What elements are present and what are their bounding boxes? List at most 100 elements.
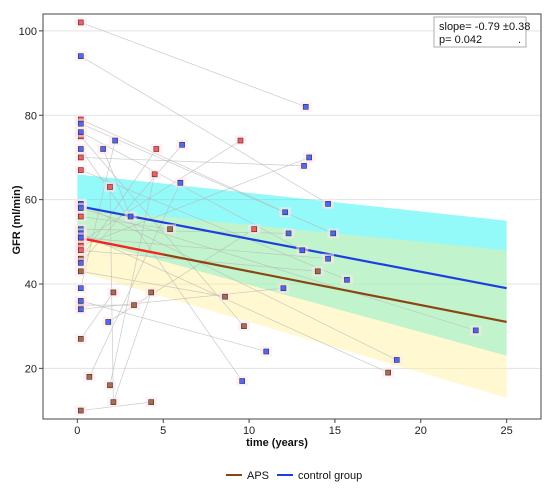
- point-control-group-8: [77, 234, 84, 241]
- trajectory-line-26: [89, 182, 181, 377]
- gridlines: [43, 30, 541, 369]
- trajectory-line-5: [80, 136, 245, 327]
- y-tick-label-100: 100: [19, 26, 37, 38]
- trajectory-line-15: [80, 140, 241, 243]
- point-control-group-26: [302, 104, 309, 110]
- x-tick-label-0: 0: [74, 425, 80, 437]
- trajectory-line-13: [80, 233, 389, 373]
- annotation-box: [433, 16, 527, 48]
- stats-annotation: slope= -0.79 ±0.38 p= 0.042 .: [433, 16, 530, 48]
- trajectory-line-28: [113, 292, 152, 403]
- axes: 0 5 10 15 20 25 20 40 60 80 100: [19, 13, 542, 437]
- trajectory-line-8: [80, 169, 348, 281]
- plot-frame: [42, 13, 542, 420]
- trajectory-line-1: [80, 55, 329, 205]
- data-points: [74, 17, 482, 416]
- point-aps-high-13: [237, 137, 244, 144]
- point-aps-low-16: [385, 369, 391, 376]
- trajectory-line-27: [109, 174, 155, 386]
- legend-label-aps: APS: [247, 470, 269, 482]
- y-tick-label-60: 60: [25, 195, 37, 207]
- trajectory-line-3: [80, 123, 334, 234]
- trajectory-line-25: [80, 292, 114, 340]
- point-control-group-2: [77, 129, 84, 135]
- x-tick-label-5: 5: [160, 425, 166, 437]
- point-control-group-17: [179, 141, 185, 148]
- x-tick-label-20: 20: [415, 425, 427, 437]
- point-control-group-28: [325, 255, 331, 262]
- point-aps-low-12: [167, 226, 173, 232]
- trajectory-line-11: [80, 216, 171, 230]
- trajectory-line-19: [80, 144, 183, 264]
- point-aps-low-4: [77, 407, 84, 414]
- x-tick-label-10: 10: [243, 425, 255, 437]
- point-aps-low-7: [110, 399, 117, 405]
- point-aps-low-15: [314, 268, 321, 275]
- trajectory-line-9: [80, 203, 397, 361]
- point-aps-high-3: [77, 154, 84, 161]
- point-aps-low-11: [148, 399, 154, 405]
- point-aps-high-0: [77, 19, 84, 26]
- point-control-group-16: [127, 213, 134, 220]
- point-control-group-0: [77, 53, 84, 59]
- point-aps-low-9: [131, 302, 137, 308]
- confidence-bands: [77, 174, 507, 398]
- annotation-slope: slope= -0.79 ±0.38: [439, 21, 530, 33]
- trajectory-line-16: [80, 157, 310, 247]
- point-control-group-25: [301, 163, 307, 169]
- point-aps-low-3: [77, 336, 84, 342]
- point-control-group-27: [306, 154, 312, 161]
- trajectory-line-2: [80, 119, 286, 213]
- point-aps-high-4: [77, 167, 84, 173]
- y-tick-label-80: 80: [25, 110, 37, 122]
- point-aps-low-6: [107, 382, 113, 389]
- legend-label-control-group: control group: [298, 470, 362, 482]
- x-tick-label-15: 15: [329, 425, 341, 437]
- point-control-group-30: [330, 230, 337, 237]
- point-control-group-1: [77, 120, 84, 127]
- point-control-group-20: [263, 348, 270, 355]
- point-aps-high-11: [153, 146, 160, 152]
- fit-line-aps-fit-start: [77, 236, 164, 256]
- legend: APS control group: [226, 470, 362, 482]
- point-aps-low-13: [222, 293, 228, 300]
- point-control-group-22: [282, 209, 288, 216]
- point-aps-high-9: [77, 247, 84, 254]
- trajectory-line-14: [80, 237, 329, 260]
- point-control-group-24: [299, 247, 306, 254]
- trajectory-line-20: [80, 270, 226, 298]
- trajectory-line-31: [102, 148, 131, 217]
- trajectory-line-0: [80, 22, 306, 108]
- point-control-group-13: [100, 146, 106, 152]
- y-axis-label: GFR (ml/min): [11, 185, 23, 254]
- annotation-p-value: p= 0.042: [439, 34, 482, 46]
- y-tick-label-40: 40: [25, 279, 37, 291]
- point-aps-low-1: [77, 268, 84, 275]
- point-control-group-15: [105, 319, 112, 325]
- point-control-group-5: [77, 205, 84, 211]
- point-control-group-33: [472, 327, 479, 334]
- point-aps-low-8: [110, 289, 117, 296]
- point-aps-low-10: [148, 289, 154, 296]
- point-control-group-19: [239, 378, 245, 384]
- point-aps-low-14: [241, 323, 247, 329]
- regression-lines: [77, 204, 507, 324]
- x-axis-label: time (years): [246, 437, 308, 449]
- point-aps-high-14: [251, 226, 258, 232]
- x-tick-label-25: 25: [501, 425, 513, 437]
- point-control-group-23: [285, 230, 292, 237]
- point-aps-low-5: [86, 374, 93, 380]
- trajectory-line-10: [80, 207, 476, 331]
- fit-line-control-group-fit: [77, 204, 507, 290]
- y-tick-label-20: 20: [25, 363, 37, 375]
- point-aps-high-6: [77, 213, 84, 220]
- point-control-group-3: [77, 146, 84, 152]
- point-aps-high-10: [107, 184, 113, 190]
- trajectory-line-24: [80, 287, 284, 310]
- point-control-group-11: [77, 298, 84, 304]
- point-control-group-14: [112, 137, 118, 144]
- band-control-group-ci: [77, 174, 507, 356]
- point-control-group-29: [325, 201, 331, 207]
